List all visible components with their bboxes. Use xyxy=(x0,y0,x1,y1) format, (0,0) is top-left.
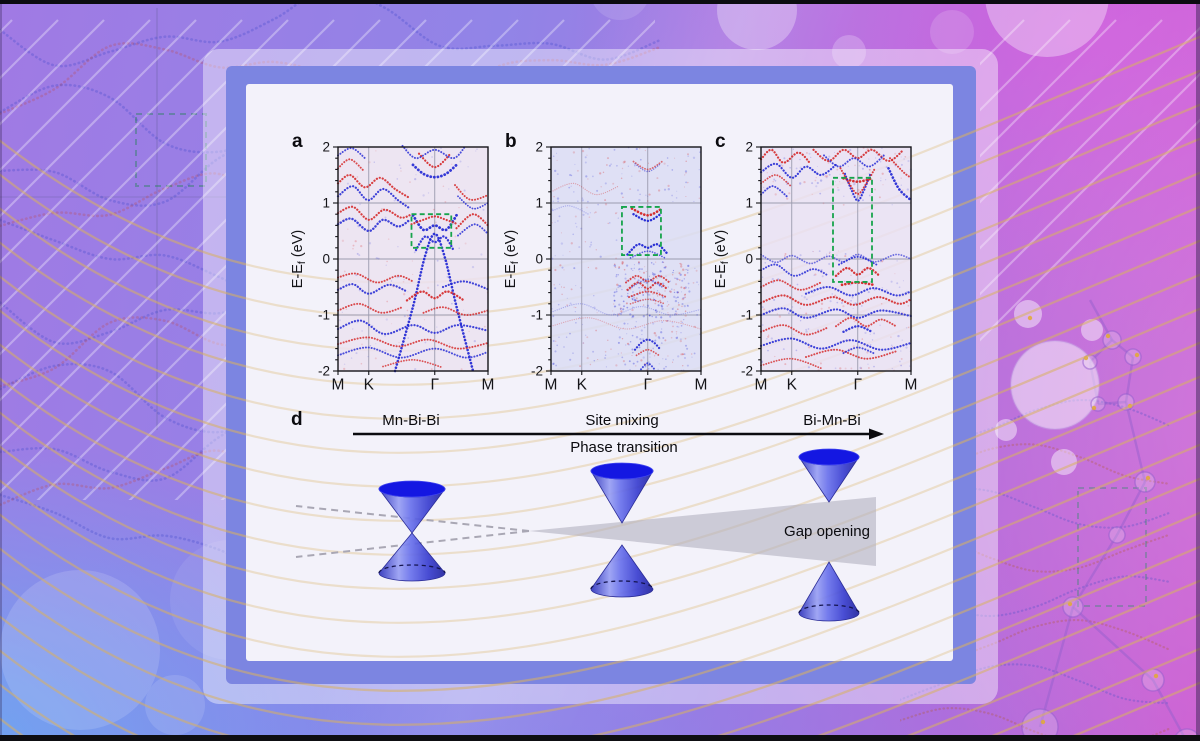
gridlines xyxy=(551,147,701,371)
panel-letter-c: c xyxy=(715,131,726,152)
cone-opening xyxy=(798,448,860,466)
y-tick-label: 1 xyxy=(535,196,543,211)
y-tick-label: 2 xyxy=(745,140,753,155)
y-tick-label: 1 xyxy=(745,196,753,211)
k-point-label: M xyxy=(545,377,558,394)
label-site-mixing: Site mixing xyxy=(585,412,659,429)
label-bi-mn-bi: Bi-Mn-Bi xyxy=(803,412,861,429)
axis-ticks xyxy=(756,146,912,375)
y-tick-label: -2 xyxy=(741,364,753,379)
dashed-gap-ray xyxy=(295,530,530,558)
y-tick-label: 1 xyxy=(322,196,330,211)
y-tick-label: 2 xyxy=(535,140,543,155)
gap-opening-wedge xyxy=(529,497,876,566)
panel-letter-d: d xyxy=(291,409,303,430)
dashed-gap-ray xyxy=(295,505,530,532)
cone-base-dashed-rim xyxy=(798,604,860,614)
dirac-cone-pair-small-gap xyxy=(590,462,654,598)
y-tick-label: -2 xyxy=(531,364,543,379)
band-plot-b: 210-1-2M K Γ ME-Ef (eV) xyxy=(503,140,707,394)
label-mn-bi-bi: Mn-Bi-Bi xyxy=(382,412,440,429)
y-axis-title: E-Ef (eV) xyxy=(503,230,521,289)
cone-opening xyxy=(378,480,446,498)
lower-cone xyxy=(590,544,654,598)
band-plot-c: 210-1-2M K Γ ME-Ef (eV) xyxy=(713,140,917,394)
y-tick-label: -1 xyxy=(531,308,543,323)
scatter-noise xyxy=(337,146,489,371)
k-point-label: M xyxy=(755,377,768,394)
cone-base-dashed-rim xyxy=(590,580,654,590)
y-axis-title: E-Ef (eV) xyxy=(290,230,308,289)
scatter-noise xyxy=(760,146,913,372)
highlight-box xyxy=(410,213,453,249)
k-point-label: K xyxy=(364,377,375,394)
k-point-label: K xyxy=(787,377,798,394)
y-tick-label: -2 xyxy=(318,364,330,379)
k-point-label: M xyxy=(905,377,918,394)
dirac-cone-pair-large-gap xyxy=(798,448,860,622)
axis-tick-labels: 210-1-2M K Γ M xyxy=(531,140,707,394)
left-edge-shade xyxy=(0,4,2,735)
energy-bands xyxy=(759,148,913,370)
energy-bands xyxy=(336,144,490,373)
label-phase-transition: Phase transition xyxy=(570,439,678,456)
y-tick-label: 0 xyxy=(745,252,753,267)
panel-letter-a: a xyxy=(292,131,303,152)
lower-cone xyxy=(378,532,446,582)
scatter-noise xyxy=(550,146,701,372)
y-tick-label: 0 xyxy=(535,252,543,267)
dirac-cone-pair-no-gap xyxy=(378,480,446,582)
band-plot-a: 210-1-2M K Γ ME-Ef (eV) xyxy=(290,140,494,394)
phase-transition-diagram xyxy=(295,428,884,622)
bottom-black-bar xyxy=(0,735,1200,741)
lower-cone xyxy=(798,561,860,622)
highlight-box xyxy=(832,176,873,283)
energy-bands xyxy=(550,160,702,371)
transition-arrowhead xyxy=(869,428,884,440)
axis-ticks xyxy=(333,146,489,375)
label-gap-opening: Gap opening xyxy=(784,523,870,540)
y-tick-label: -1 xyxy=(741,308,753,323)
k-point-label: Γ xyxy=(853,377,862,394)
axis-ticks xyxy=(546,146,702,375)
k-point-label: Γ xyxy=(430,377,439,394)
panel-letter-b: b xyxy=(505,131,517,152)
highlight-box xyxy=(621,206,662,256)
k-point-label: M xyxy=(482,377,495,394)
k-point-label: Γ xyxy=(643,377,652,394)
y-tick-label: 2 xyxy=(322,140,330,155)
k-point-label: M xyxy=(332,377,345,394)
axis-tick-labels: 210-1-2M K Γ M xyxy=(318,140,494,394)
k-point-label: M xyxy=(695,377,708,394)
y-tick-label: -1 xyxy=(318,308,330,323)
k-point-label: K xyxy=(577,377,588,394)
axis-tick-labels: 210-1-2M K Γ M xyxy=(741,140,917,394)
cone-opening xyxy=(590,462,654,480)
top-black-bar xyxy=(0,0,1200,4)
gridlines xyxy=(761,147,911,371)
gold-line-group xyxy=(246,138,953,661)
right-edge-shade xyxy=(1196,4,1200,735)
y-tick-label: 0 xyxy=(322,252,330,267)
y-axis-title: E-Ef (eV) xyxy=(713,230,731,289)
